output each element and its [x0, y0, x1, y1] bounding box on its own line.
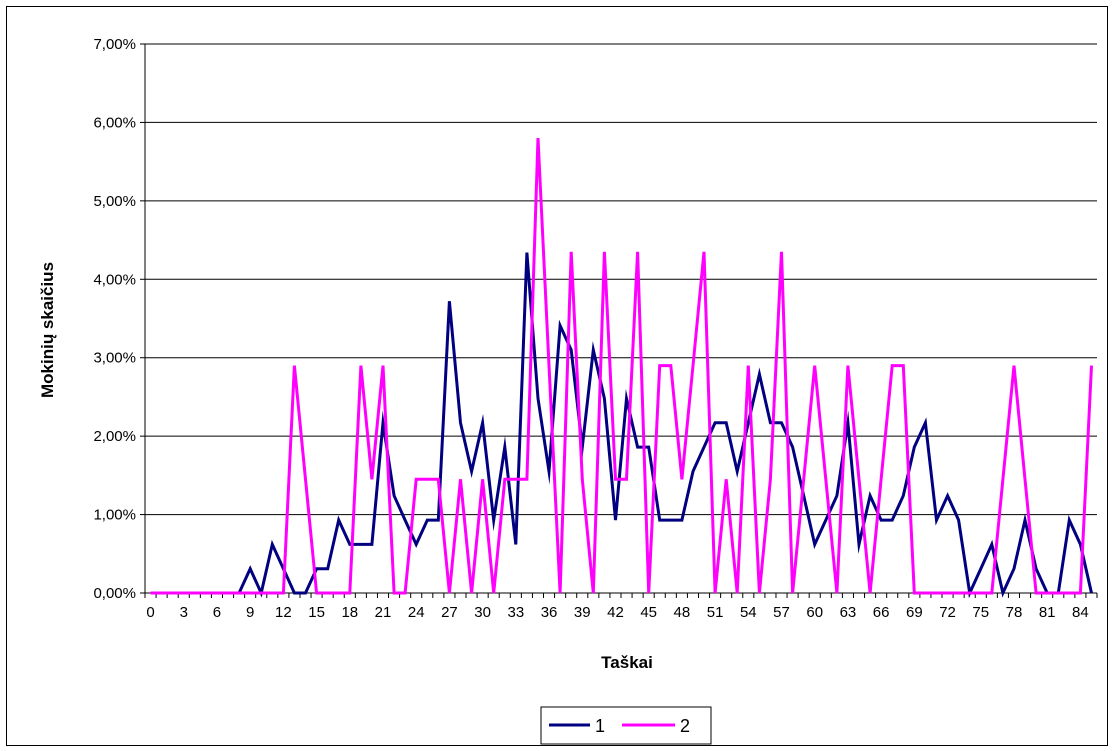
y-tick-label: 6,00%: [93, 114, 136, 131]
x-tick-label: 66: [873, 604, 890, 621]
x-tick-label: 51: [707, 604, 724, 621]
y-tick-label: 2,00%: [93, 428, 136, 445]
x-axis-tick-labels: 0 3 6 9 12 15 18 21 24 27 30 33 36 39 42 45 48 51 54 57 60 63…: [146, 604, 1088, 621]
x-tick-label: 63: [840, 604, 857, 621]
x-tick-label: 3: [180, 604, 188, 621]
y-tick-label: 0,00%: [93, 585, 136, 602]
x-tick-label: 45: [640, 604, 657, 621]
x-tick-label: 36: [541, 604, 558, 621]
series-line-1: [150, 252, 1093, 599]
x-tick-label: 12: [275, 604, 292, 621]
x-axis-title: Taškai: [601, 653, 653, 672]
x-tick-label: 69: [906, 604, 923, 621]
legend: 1 2: [540, 706, 712, 745]
legend-label-series-1: 1: [595, 716, 605, 736]
y-tick-label: 7,00%: [93, 36, 136, 53]
x-tick-label: 39: [574, 604, 591, 621]
x-tick-label: 42: [607, 604, 624, 621]
x-tick-label: 60: [806, 604, 823, 621]
x-tick-label: 78: [1006, 604, 1023, 621]
x-tick-label: 72: [939, 604, 956, 621]
y-tick-label: 1,00%: [93, 507, 136, 524]
x-tick-label: 27: [441, 604, 458, 621]
series-lines: [150, 138, 1093, 599]
legend-label-series-2: 2: [680, 716, 690, 736]
x-tick-label: 54: [740, 604, 757, 621]
x-tick-label: 81: [1039, 604, 1056, 621]
x-tick-label: 48: [674, 604, 691, 621]
y-tick-label: 3,00%: [93, 350, 136, 367]
x-tick-label: 75: [972, 604, 989, 621]
x-tick-label: 6: [213, 604, 221, 621]
y-tick-label: 5,00%: [93, 193, 136, 210]
x-tick-label: 30: [474, 604, 491, 621]
x-tick-label: 18: [341, 604, 358, 621]
series-line-2: [150, 138, 1093, 595]
x-tick-label: 15: [308, 604, 325, 621]
x-tick-label: 21: [375, 604, 392, 621]
y-tick-label: 4,00%: [93, 271, 136, 288]
x-tick-label: 24: [408, 604, 425, 621]
x-tick-label: 0: [146, 604, 154, 621]
y-axis-title: Mokinių skaičius: [38, 262, 57, 398]
x-tick-label: 84: [1072, 604, 1089, 621]
x-tick-label: 57: [773, 604, 790, 621]
x-tick-label: 9: [246, 604, 254, 621]
x-tick-label: 33: [507, 604, 524, 621]
y-axis-tick-labels: 0,00% 1,00% 2,00% 3,00% 4,00% 5,00% 6,00% 7,00%: [93, 36, 136, 602]
